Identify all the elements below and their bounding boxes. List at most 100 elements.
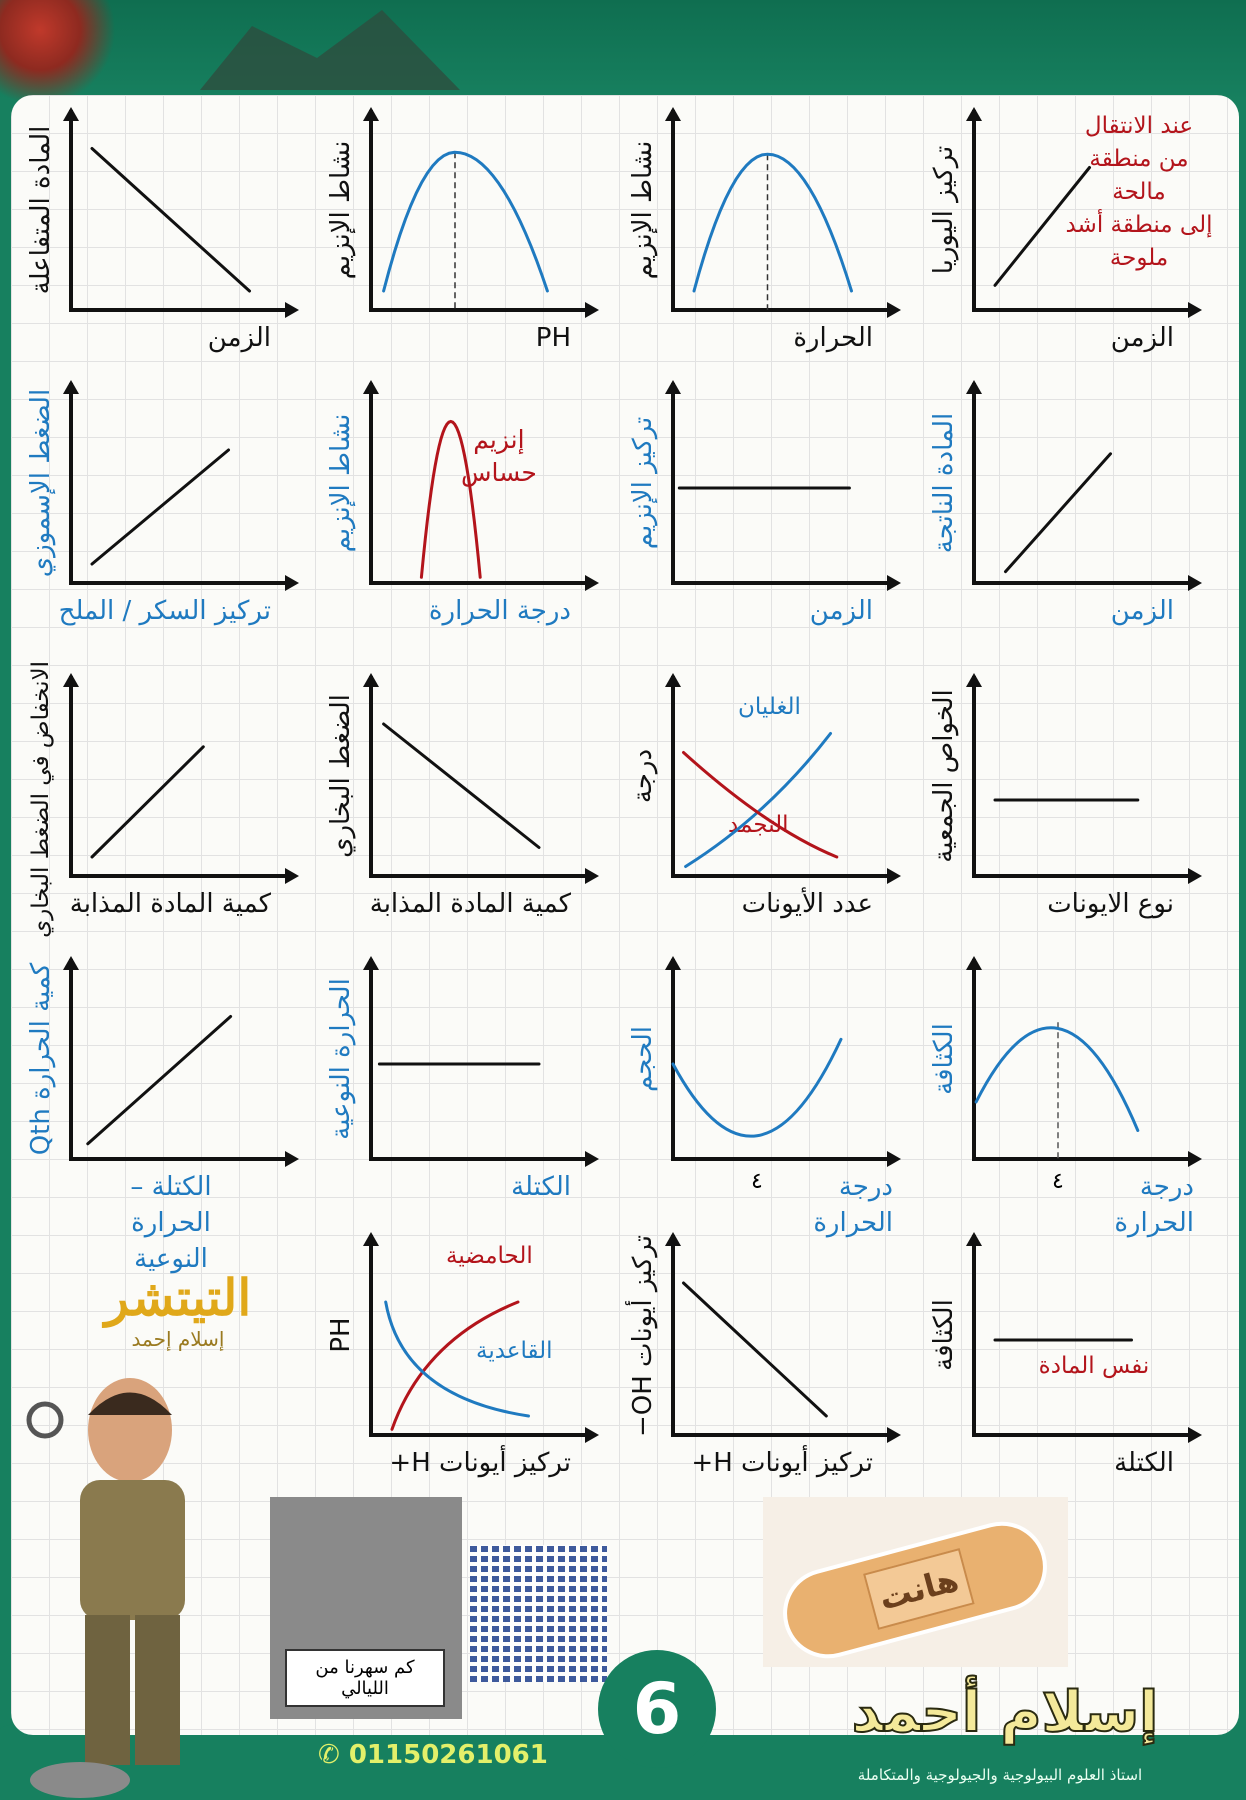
y-axis-label: تركيز اليوريا [929, 145, 959, 275]
y-axis-arrow-icon [665, 673, 681, 687]
graph-13: كمية الحرارة Qth الكتلة – الحرارة النوعية [11, 954, 311, 1274]
graph-9: الانخفاض في الضغط البخاري كمية المادة الم… [11, 661, 311, 971]
brand-subtitle: استاذ العلوم البيولوجية والجيولوجية والم… [857, 1766, 1143, 1784]
y-axis-arrow-icon [63, 107, 79, 121]
x-axis-label: الكتلة – الحرارة النوعية [130, 1172, 212, 1274]
y-axis-arrow-icon [63, 956, 79, 970]
graph-5: الضغط الإسموزي تركيز السكر / الملح [11, 378, 311, 678]
x-axis-arrow-icon [585, 302, 599, 318]
y-axis-label: المادة الناتجة [929, 412, 959, 554]
phone-text: 01150261061 [348, 1740, 548, 1770]
axes [671, 959, 895, 1161]
y-axis-label: الحرارة النوعية [326, 978, 356, 1140]
y-axis-label: تركيز أيونات OH− [628, 1235, 658, 1438]
x-axis-label: تركيز أيونات H+ [389, 1448, 571, 1478]
x-axis-label: الكتلة [511, 1172, 571, 1202]
graph-plot [966, 956, 1202, 1167]
y-axis-arrow-icon [966, 380, 982, 394]
qr-code[interactable] [470, 1545, 607, 1682]
y-axis-label: الضغط البخاري [326, 694, 356, 858]
y-axis-arrow-icon [665, 107, 681, 121]
y-axis-arrow-icon [363, 956, 379, 970]
graph-plot [363, 107, 599, 318]
x-axis-arrow-icon [585, 1427, 599, 1443]
curve-line [86, 1015, 233, 1146]
y-axis-arrow-icon [63, 673, 79, 687]
graph-paper-panel [11, 95, 1239, 1735]
axes [972, 1235, 1196, 1437]
curve-label: الغليان [738, 694, 801, 720]
x-axis-label: نوع الايونات [1047, 889, 1174, 919]
x-axis-label: كمية المادة المذابة [69, 889, 271, 919]
y-axis-arrow-icon [665, 1232, 681, 1246]
graph-6: نشاط الإنزيم درجة الحرارة إنزيم حساس [311, 378, 611, 678]
graph-16: الكثافة درجة الحرارة ٤ [914, 954, 1214, 1254]
page-number-badge: 6 [598, 1650, 716, 1768]
graph-plot [63, 956, 299, 1167]
curve-line [382, 150, 549, 293]
x-axis-label: الزمن [207, 323, 271, 353]
graph-19: تركيز أيونات OH− تركيز أيونات H+ [613, 1230, 913, 1530]
x-axis-arrow-icon [285, 575, 299, 591]
curve-line [382, 722, 541, 849]
y-axis-label: الحجم [628, 1026, 658, 1093]
y-axis-label: نشاط الإنزيم [326, 413, 356, 553]
x-axis-label: تركيز أيونات H+ [691, 1448, 873, 1478]
curve-named [390, 1300, 520, 1431]
x-axis-label: الزمن [1110, 596, 1174, 626]
sticker-caption: كم سهرنا من الليالي [285, 1649, 445, 1707]
graph-annotation: إنزيم حساس [461, 425, 537, 487]
graph-18: الحامضية القاعدية PH تركيز أيونات H+ [311, 1230, 611, 1530]
graph-1: المادة المتفاعلة الزمن [11, 105, 311, 405]
phone-number[interactable]: ✆ 01150261061 [318, 1740, 548, 1770]
curve-label: القاعدية [476, 1338, 553, 1364]
graph-14: الحرارة النوعية الكتلة [311, 954, 611, 1254]
axes [972, 959, 1196, 1161]
axes [69, 676, 293, 878]
graph-plot [665, 107, 901, 318]
curve-line [682, 1281, 828, 1418]
curve-line [993, 166, 1091, 287]
x-axis-arrow-icon [887, 575, 901, 591]
graph-8: المادة الناتجة الزمن [914, 378, 1214, 678]
graph-7: تركيز الإنزيم الزمن [613, 378, 913, 678]
header-band [0, 0, 1246, 110]
axes [972, 110, 1196, 312]
axes [369, 1235, 593, 1437]
x-axis-arrow-icon [285, 868, 299, 884]
x-axis-arrow-icon [1188, 575, 1202, 591]
x-axis-arrow-icon [887, 1151, 901, 1167]
x-axis-arrow-icon [1188, 302, 1202, 318]
graph-20: الكثافة الكتلة نفس المادة [914, 1230, 1214, 1530]
x-axis-label: تركيز السكر / الملح [58, 596, 271, 626]
graph-plot [363, 1232, 599, 1443]
x-axis-arrow-icon [1188, 868, 1202, 884]
axes [69, 110, 293, 312]
x-axis-arrow-icon [887, 1427, 901, 1443]
y-axis-arrow-icon [966, 1232, 982, 1246]
axes [972, 383, 1196, 585]
graph-plot [363, 956, 599, 1167]
x-axis-label: الحرارة [793, 323, 873, 353]
graph-annotation: عند الانتقال من منطقة مالحة إلى منطقة أش… [1065, 113, 1213, 271]
x-axis-arrow-icon [285, 302, 299, 318]
curve-line [1004, 452, 1112, 574]
x-axis-arrow-icon [1188, 1151, 1202, 1167]
curve-line [671, 1037, 843, 1138]
y-axis-label: تركيز الإنزيم [628, 416, 658, 550]
x-axis-arrow-icon [585, 1151, 599, 1167]
curve-named [682, 751, 839, 859]
axes [369, 959, 593, 1161]
y-axis-arrow-icon [63, 380, 79, 394]
curve-line [419, 419, 482, 579]
x-axis-label: الزمن [1110, 323, 1174, 353]
curve-label: الحامضية [446, 1243, 533, 1269]
logo-name: إسلام إحمد [131, 1327, 225, 1351]
logo-title: التيتشر [104, 1268, 252, 1327]
axes [671, 383, 895, 585]
y-axis-label: نشاط الإنزيم [326, 140, 356, 280]
caricature-explorer [26, 1378, 185, 1798]
graph-plot [665, 1232, 901, 1443]
curve-named [384, 1300, 530, 1418]
graph-plot [966, 1232, 1202, 1443]
